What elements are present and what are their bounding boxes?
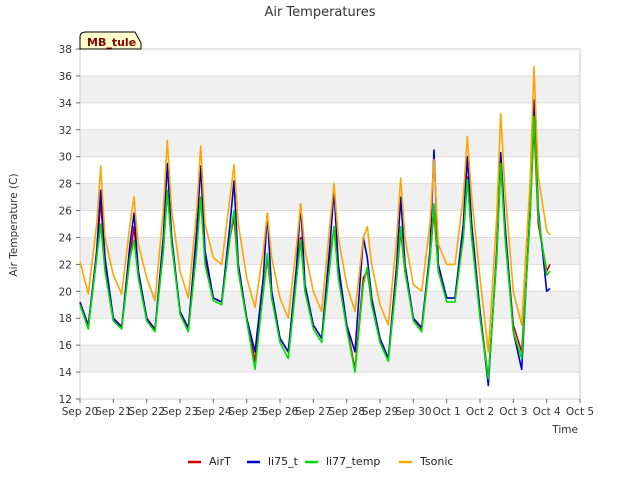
y-tick-label: 20 [59, 286, 72, 298]
plot-bands [80, 75, 580, 373]
y-tick-label: 32 [59, 125, 72, 137]
y-tick-label: 24 [59, 232, 73, 244]
x-tick-label: Oct 4 [533, 406, 561, 418]
site-label-box: MB_tule [79, 31, 142, 50]
legend-label-li75-t: li75_t [268, 455, 299, 468]
x-tick-label: Sep 27 [295, 406, 332, 418]
chart-title: Air Temperatures [264, 5, 375, 20]
series-line-li75-t [79, 99, 551, 387]
series-line-li77-temp [79, 115, 551, 380]
legend-label-tsonic: Tsonic [419, 455, 453, 468]
x-tick-label: Oct 2 [466, 406, 494, 418]
x-tick-label: Oct 1 [433, 406, 461, 418]
plot-frame [79, 48, 581, 400]
x-tick-label: Sep 26 [262, 406, 299, 418]
site-label-shape [79, 31, 142, 50]
x-tick-label: Sep 24 [195, 406, 232, 418]
y-tick-label: 22 [59, 259, 72, 271]
site-label: MB_tule [87, 36, 136, 49]
x-tick-label: Sep 30 [395, 406, 432, 418]
x-tick-label: Sep 21 [95, 406, 132, 418]
x-tick-label: Sep 23 [162, 406, 199, 418]
x-tick-label: Sep 29 [362, 406, 399, 418]
y-tick-label: 38 [59, 44, 72, 56]
x-tick-label: Sep 28 [328, 406, 365, 418]
y-tick-label: 30 [59, 152, 72, 164]
plot-band [80, 75, 580, 103]
y-axis: 12 14 16 18 20 22 24 26 28 30 32 34 36 38 [59, 44, 80, 406]
x-tick-label: Sep 20 [62, 406, 99, 418]
y-tick-label: 18 [59, 313, 72, 325]
y-tick-label: 14 [59, 367, 73, 379]
x-tick-label: Oct 3 [499, 406, 527, 418]
legend-label-airt: AirT [209, 455, 231, 468]
y-tick-label: 26 [59, 206, 73, 218]
x-tick-label: Oct 5 [566, 406, 594, 418]
legend: AirT li75_t li77_temp Tsonic [188, 455, 453, 468]
y-axis-label: Air Temperature (C) [8, 173, 20, 276]
y-tick-label: 34 [59, 98, 73, 110]
plot-band [80, 291, 580, 319]
series-line-tsonic [79, 65, 551, 353]
y-tick-label: 16 [59, 340, 73, 352]
x-axis-label: Time [551, 424, 578, 436]
series-lines [79, 65, 551, 387]
plot-band [80, 345, 580, 373]
x-tick-label: Sep 22 [128, 406, 165, 418]
x-tick-label: Sep 25 [228, 406, 265, 418]
y-tick-label: 12 [59, 394, 72, 406]
y-tick-label: 28 [59, 179, 72, 191]
plot-band [80, 129, 580, 157]
legend-label-li77-temp: li77_temp [326, 455, 380, 468]
y-tick-label: 36 [59, 71, 73, 83]
